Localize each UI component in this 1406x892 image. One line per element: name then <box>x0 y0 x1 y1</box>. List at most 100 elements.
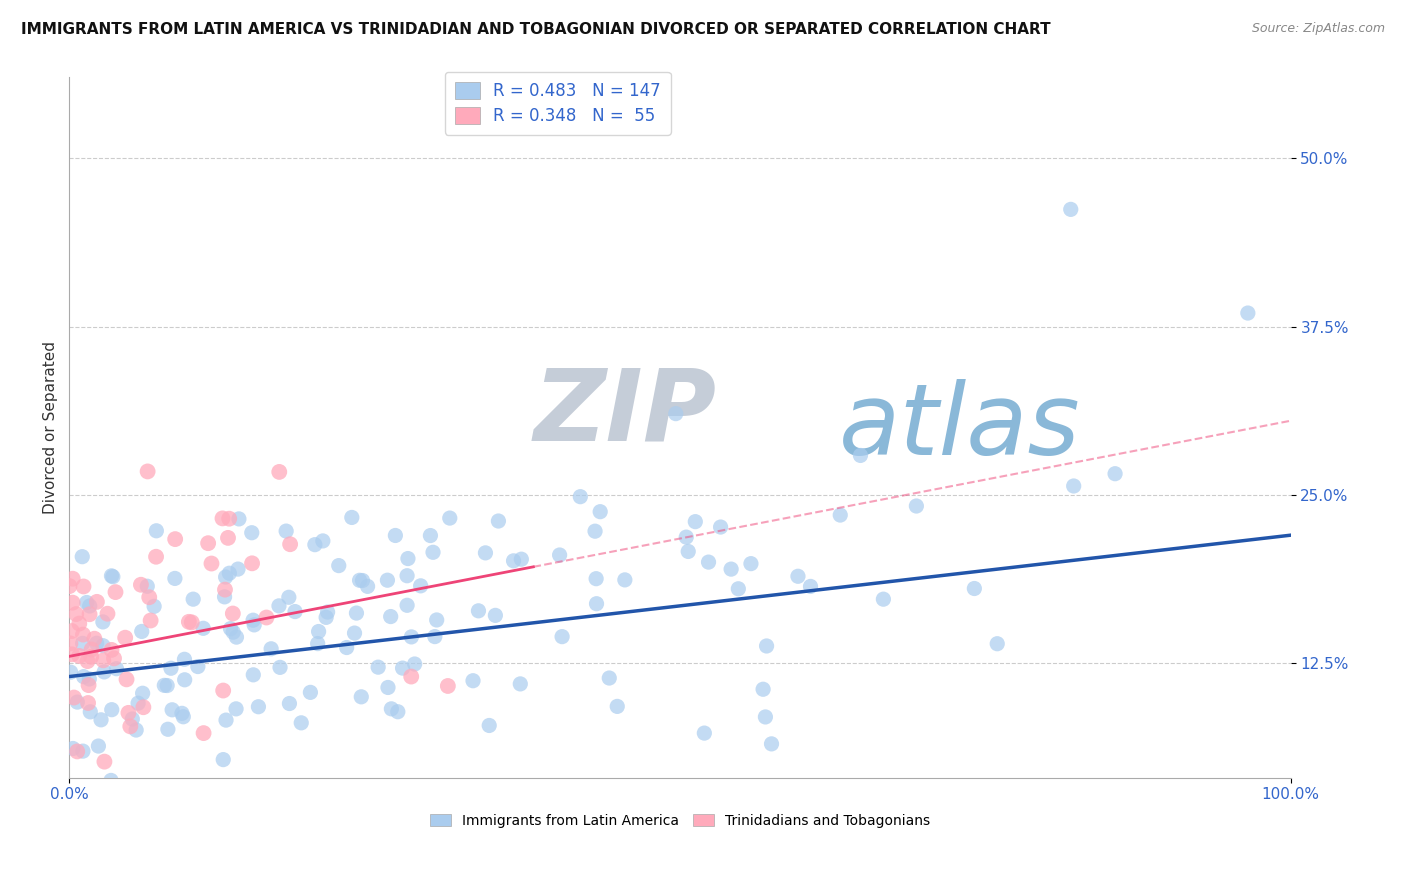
Point <box>139 614 162 628</box>
Point <box>467 604 489 618</box>
Point <box>72 744 94 758</box>
Point <box>72 636 94 650</box>
Point <box>58 579 80 593</box>
Point <box>60 648 83 662</box>
Point <box>1063 479 1085 493</box>
Point <box>62 596 84 610</box>
Point <box>849 449 872 463</box>
Point <box>367 660 389 674</box>
Point <box>377 573 399 587</box>
Point <box>384 528 406 542</box>
Point <box>308 624 330 639</box>
Point <box>132 700 155 714</box>
Point <box>423 630 446 644</box>
Point <box>315 610 337 624</box>
Point <box>276 524 298 538</box>
Point <box>79 705 101 719</box>
Point <box>349 574 371 588</box>
Point <box>461 673 484 688</box>
Point <box>136 465 159 479</box>
Point <box>787 569 810 583</box>
Point <box>240 557 263 571</box>
Point <box>170 706 193 721</box>
Point <box>77 678 100 692</box>
Point <box>180 615 202 630</box>
Point <box>228 512 250 526</box>
Point <box>66 744 89 758</box>
Point <box>409 579 432 593</box>
Point <box>740 557 762 571</box>
Point <box>86 595 108 609</box>
Point <box>872 592 894 607</box>
Point <box>422 545 444 559</box>
Point <box>346 606 368 620</box>
Point <box>426 613 449 627</box>
Point <box>160 703 183 717</box>
Point <box>551 630 574 644</box>
Point <box>103 651 125 665</box>
Point <box>269 465 291 479</box>
Point <box>67 616 90 631</box>
Point <box>510 552 533 566</box>
Point <box>284 605 307 619</box>
Point <box>131 624 153 639</box>
Point <box>755 639 778 653</box>
Point <box>242 613 264 627</box>
Point <box>1104 467 1126 481</box>
Point <box>799 579 821 593</box>
Point <box>598 671 620 685</box>
Point <box>87 739 110 753</box>
Point <box>222 607 245 621</box>
Point <box>72 579 94 593</box>
Point <box>396 599 419 613</box>
Point <box>399 669 422 683</box>
Point <box>138 591 160 605</box>
Point <box>352 574 374 588</box>
Point <box>401 630 423 644</box>
Point <box>752 682 775 697</box>
Point <box>127 696 149 710</box>
Point <box>136 579 159 593</box>
Point <box>478 718 501 732</box>
Point <box>70 549 93 564</box>
Point <box>720 562 742 576</box>
Point <box>589 505 612 519</box>
Point <box>156 679 179 693</box>
Point <box>72 627 94 641</box>
Point <box>76 595 98 609</box>
Point <box>260 641 283 656</box>
Text: IMMIGRANTS FROM LATIN AMERICA VS TRINIDADIAN AND TOBAGONIAN DIVORCED OR SEPARATE: IMMIGRANTS FROM LATIN AMERICA VS TRINIDA… <box>21 22 1050 37</box>
Point <box>187 659 209 673</box>
Point <box>474 546 496 560</box>
Point <box>177 615 200 629</box>
Point <box>105 662 128 676</box>
Point <box>100 569 122 583</box>
Point <box>1060 202 1083 217</box>
Point <box>254 610 277 624</box>
Point <box>101 570 124 584</box>
Point <box>59 636 82 650</box>
Point <box>120 719 142 733</box>
Point <box>86 636 108 650</box>
Point <box>62 572 84 586</box>
Point <box>160 661 183 675</box>
Point <box>404 657 426 671</box>
Point <box>710 520 733 534</box>
Point <box>72 670 94 684</box>
Point <box>613 573 636 587</box>
Point <box>312 533 335 548</box>
Point <box>585 572 607 586</box>
Point <box>754 710 776 724</box>
Point <box>79 599 101 613</box>
Point <box>307 637 329 651</box>
Point <box>377 681 399 695</box>
Point <box>173 652 195 666</box>
Text: ZIP: ZIP <box>533 365 716 462</box>
Point <box>247 699 270 714</box>
Point <box>91 653 114 667</box>
Point <box>91 639 114 653</box>
Point <box>96 607 118 621</box>
Point <box>387 705 409 719</box>
Point <box>509 677 531 691</box>
Point <box>145 549 167 564</box>
